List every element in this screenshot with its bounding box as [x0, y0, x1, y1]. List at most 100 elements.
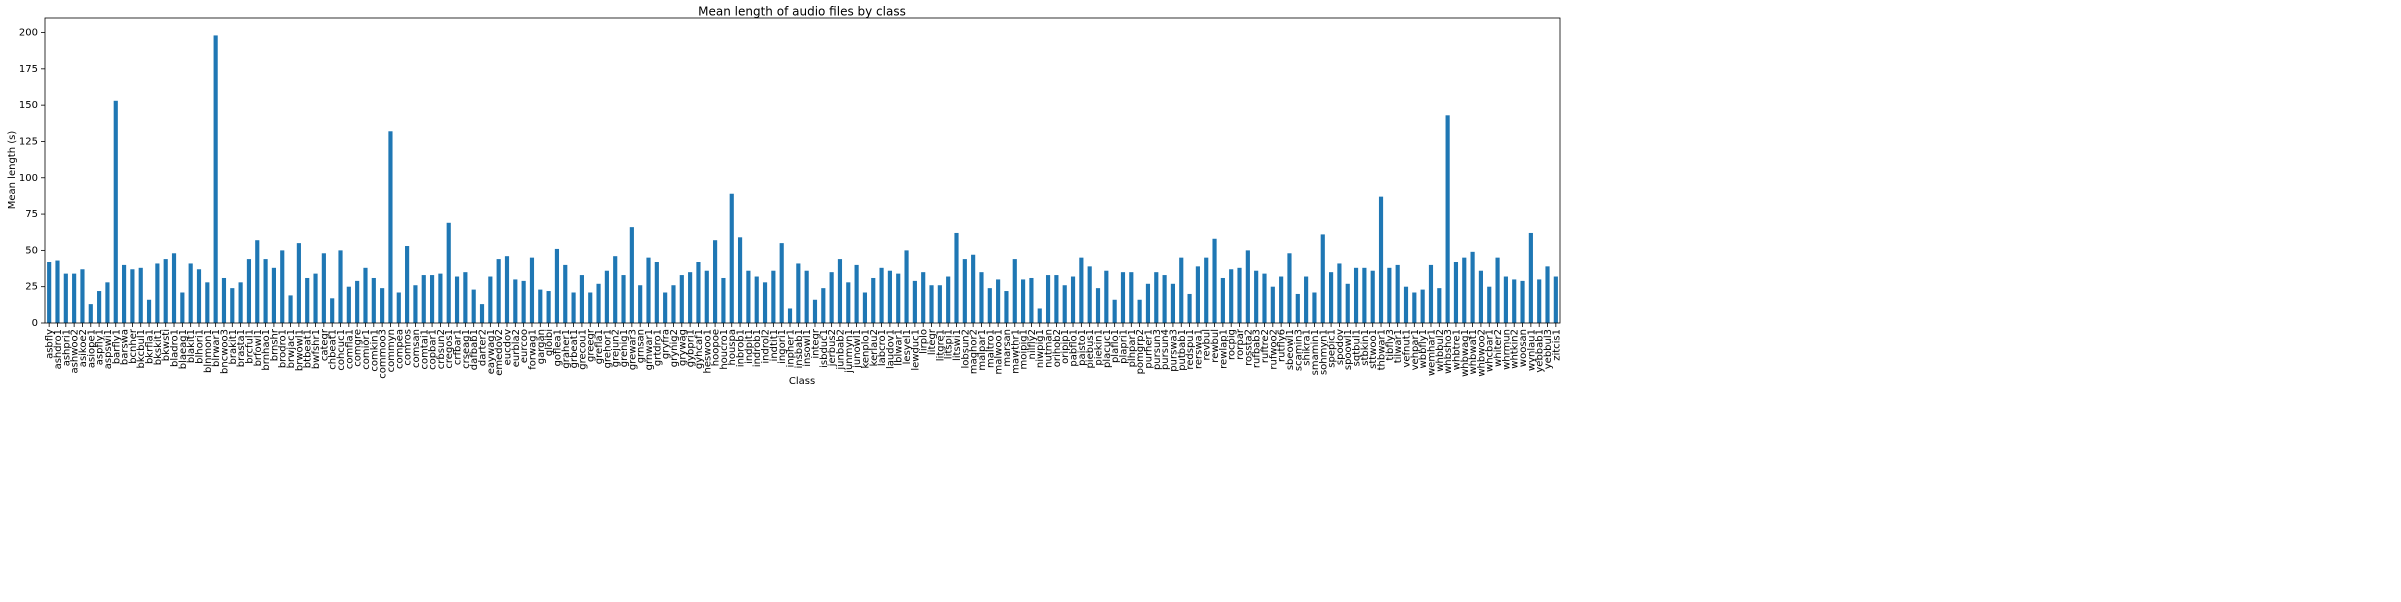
x-tick-label: goflea1 [552, 329, 563, 366]
x-tick-label: tilwar1 [1393, 329, 1404, 363]
x-tick-label: brakit1 [228, 329, 239, 364]
x-tick-label: maltro1 [985, 329, 996, 368]
bar [271, 267, 276, 323]
x-tick-label: comior1 [361, 329, 372, 370]
bar [762, 282, 768, 323]
x-tick-label: insowl1 [802, 329, 813, 367]
bar [471, 289, 476, 323]
x-tick-label: whrmun [1501, 329, 1512, 370]
bar [1179, 257, 1184, 323]
x-tick-label: whbwoo2 [1476, 329, 1487, 377]
x-tick-label: bladro1 [170, 329, 181, 367]
bar [796, 263, 801, 323]
bar [1045, 275, 1051, 323]
x-tick-label: gloibi [544, 329, 555, 356]
bar [180, 292, 185, 323]
bar [246, 259, 252, 323]
bar [1478, 270, 1484, 323]
bar [288, 295, 293, 323]
x-tick-label: spodov [1335, 329, 1346, 365]
bar [255, 240, 260, 323]
bar [1237, 267, 1242, 323]
bar [1021, 279, 1026, 323]
x-tick-label: bncwoo3 [219, 329, 230, 374]
x-tick-label: grnwar1 [644, 329, 655, 370]
y-tick-label: 200 [19, 28, 38, 39]
bar [713, 240, 718, 323]
bar [263, 259, 268, 323]
x-tick-label: btbeat1 [303, 329, 314, 368]
bar [1453, 262, 1459, 323]
bar [937, 285, 942, 323]
bar [1195, 266, 1200, 323]
bar [63, 273, 68, 323]
bar [1320, 234, 1325, 323]
bar [1137, 299, 1142, 323]
bar [1270, 286, 1275, 323]
bar [1353, 267, 1359, 323]
plot-frame [44, 17, 1561, 324]
x-tick-label: ingori1 [777, 329, 788, 364]
x-tick-label: gryfra [661, 329, 672, 359]
x-tick-label: plaflo1 [1110, 329, 1121, 363]
x-tick-label: plapri1 [1118, 329, 1129, 364]
x-tick-label: cohcuc1 [336, 329, 347, 371]
bar [1545, 266, 1550, 323]
bar [812, 299, 818, 323]
x-tick-label: whcbar1 [1485, 329, 1496, 372]
x-tick-label: paisto1 [1077, 329, 1088, 366]
bar [596, 283, 601, 323]
x-tick-label: chbeat1 [328, 329, 339, 370]
bar [1345, 283, 1350, 323]
y-axis-label: Mean length (s) [7, 131, 18, 210]
x-axis-label: Class [789, 376, 815, 387]
x-tick-label: grecou1 [577, 329, 588, 370]
bar [1170, 283, 1176, 323]
x-tick-label: malpar1 [977, 329, 988, 371]
bar [1162, 275, 1167, 323]
x-tick-label: integr [810, 328, 821, 359]
x-tick-label: plhpar1 [1127, 329, 1138, 367]
bar [463, 272, 468, 323]
bar [513, 279, 518, 323]
bar [346, 286, 351, 323]
bar [1462, 257, 1467, 323]
x-tick-label: crfbar1 [453, 329, 464, 365]
x-tick-label: yebbab1 [1535, 329, 1546, 373]
x-tick-label: thbwar1 [1377, 329, 1388, 370]
x-tick-label: bcnher [128, 328, 139, 364]
bar [1054, 275, 1059, 323]
x-tick-label: brcful1 [244, 329, 255, 364]
x-tick-label: stbkin1 [1360, 329, 1371, 366]
x-tick-label: brwjac1 [286, 329, 297, 368]
x-tick-label: bwfshr1 [311, 329, 322, 369]
x-tick-label: purher1 [1143, 329, 1154, 369]
x-tick-label: revbul [1202, 329, 1213, 360]
x-tick-label: indrol2 [761, 329, 772, 364]
x-tick-label: rewbul [1210, 329, 1221, 363]
x-tick-label: comgre [353, 329, 364, 367]
bar [1220, 277, 1225, 323]
x-tick-label: labcro1 [877, 329, 888, 366]
bar [72, 273, 77, 323]
bar [688, 272, 693, 323]
bar [871, 277, 876, 323]
x-tick-label: grenig1 [619, 329, 630, 367]
bar [1145, 283, 1151, 323]
x-tick-label: junowl1 [852, 329, 863, 369]
bar [388, 131, 393, 323]
bar [355, 280, 360, 323]
bar [1437, 288, 1442, 323]
x-tick-label: grejun2 [611, 329, 622, 367]
x-tick-label: indtit1 [769, 329, 780, 361]
x-tick-label: compea [394, 329, 405, 369]
x-tick-label: grynig2 [669, 329, 680, 367]
y-tick-label: 0 [32, 318, 38, 329]
x-tick-label: malwoo1 [994, 329, 1005, 374]
bar [1087, 266, 1092, 323]
x-tick-label: lblwar1 [894, 329, 905, 366]
x-tick-label: lirplo [919, 329, 930, 354]
x-tick-label: blnmon1 [203, 329, 214, 373]
bar [546, 291, 551, 323]
